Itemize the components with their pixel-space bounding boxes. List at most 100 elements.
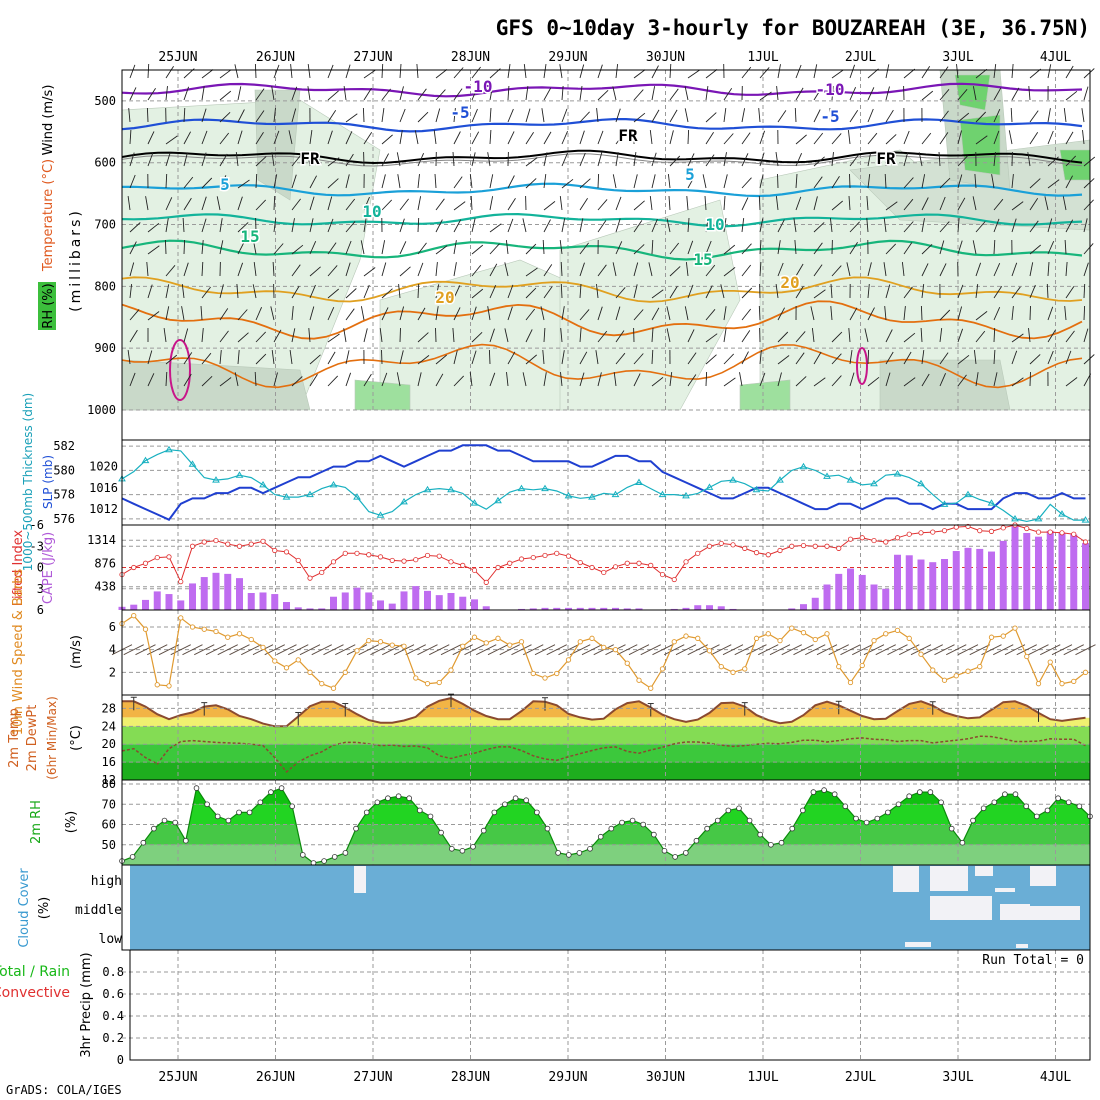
wind-barb xyxy=(849,307,858,321)
cape-bar xyxy=(541,607,549,610)
wind-barb xyxy=(435,219,443,233)
wind-barb xyxy=(271,86,275,101)
wind-barb xyxy=(543,372,547,387)
thickness-marker xyxy=(917,479,925,487)
wind-barb xyxy=(309,241,317,255)
wind-barb xyxy=(1011,286,1021,299)
wind-barb xyxy=(579,351,588,365)
wind-barb xyxy=(649,196,653,211)
wind-barb xyxy=(435,327,437,343)
wind-barb xyxy=(471,306,477,321)
wind-barb xyxy=(165,218,169,233)
wind-barb xyxy=(381,134,393,145)
temp-line xyxy=(122,697,1086,728)
wind-point xyxy=(1035,681,1042,687)
wind-barb xyxy=(885,134,897,145)
wind-barb xyxy=(829,218,833,233)
wind-barb xyxy=(758,305,761,321)
temp-ticks: 28 24 20 16 12 xyxy=(102,701,116,787)
rh-point xyxy=(236,809,242,816)
contour-label: FR xyxy=(300,149,320,168)
wind-barbs-upper xyxy=(127,63,1096,387)
wind-barb xyxy=(685,262,689,277)
wind-barb xyxy=(956,64,959,79)
top-date-label: 2JUL xyxy=(845,50,876,65)
wind-barb xyxy=(309,196,315,211)
wind-barb xyxy=(543,327,546,343)
cape-bar xyxy=(788,608,796,610)
wind-barb xyxy=(165,284,170,299)
wind-barb xyxy=(522,218,527,233)
wind-barb xyxy=(633,200,645,211)
upper-rh-label: RH (%) xyxy=(41,283,56,328)
wind-barb xyxy=(813,109,821,123)
wind-barb xyxy=(543,64,547,79)
wind-barb xyxy=(830,306,833,321)
wind-barb-10m xyxy=(1040,644,1061,656)
wind-barb xyxy=(633,152,637,167)
rh-point xyxy=(385,795,391,801)
wind-point xyxy=(659,666,666,672)
cloud-block xyxy=(1030,866,1056,886)
wind-point xyxy=(636,677,642,683)
wind-barb xyxy=(235,152,239,167)
thickness-marker xyxy=(1058,510,1066,517)
wind-barb xyxy=(434,173,437,189)
wind-barb xyxy=(1047,218,1053,233)
li-point xyxy=(354,550,360,556)
wind-barb xyxy=(165,371,168,387)
li-point xyxy=(307,575,313,581)
wind-point xyxy=(236,631,243,637)
wind-point xyxy=(1059,681,1065,687)
wind-barb xyxy=(345,372,352,387)
thickness-marker xyxy=(306,490,314,498)
li-point xyxy=(941,528,948,534)
wind-point xyxy=(1012,625,1018,631)
wind-barb xyxy=(669,285,678,299)
bottom-date-label: 2JUL xyxy=(845,1070,876,1085)
wind-barb xyxy=(813,264,823,277)
wind-barb xyxy=(633,309,644,321)
wind-barb xyxy=(145,196,149,211)
wind-barb xyxy=(453,67,464,79)
wind-barb xyxy=(795,64,802,79)
thickness-tick: 580 xyxy=(53,463,75,477)
wind-barb xyxy=(921,174,926,189)
cape-grid xyxy=(122,525,1090,610)
rh-band xyxy=(122,844,1090,865)
wind-barb xyxy=(939,221,950,233)
wind-barb xyxy=(939,309,951,321)
wind-barb xyxy=(561,218,566,233)
wind-barb xyxy=(327,64,334,79)
wind-barb xyxy=(1083,156,1096,167)
wind-barb xyxy=(705,333,718,343)
wind-barb xyxy=(849,173,851,189)
wind-barb xyxy=(975,284,979,299)
top-date-axis: 25JUN 26JUN 27JUN 28JUN 29JUN 30JUN 1JUL 2JUL 3J… xyxy=(158,50,1071,65)
wind-barb xyxy=(759,152,765,167)
temp-fill xyxy=(121,693,1090,773)
wind-point xyxy=(800,630,807,636)
wind-barb xyxy=(993,198,1004,211)
wind-barb xyxy=(255,353,267,365)
wind-barb xyxy=(957,217,960,233)
wind-barb xyxy=(579,86,583,101)
wind-barb xyxy=(1083,218,1088,233)
wind-point xyxy=(706,648,713,654)
wind-barb xyxy=(381,240,386,255)
wind-barb xyxy=(1029,178,1041,189)
wind-barb xyxy=(345,64,351,79)
wind-barb xyxy=(669,155,681,167)
wind-barb xyxy=(327,196,333,211)
wind-barb xyxy=(1011,63,1014,79)
wind-barb-10m xyxy=(934,644,955,656)
wind-point xyxy=(319,681,325,687)
thickness-line xyxy=(121,449,1086,523)
rh-point xyxy=(459,847,466,854)
li-point xyxy=(1035,529,1042,535)
wind-barb xyxy=(470,195,473,211)
cape-label: CAPE (J/kg) xyxy=(41,532,56,604)
wind-barb xyxy=(1047,179,1060,189)
li-point xyxy=(624,560,630,566)
wind-barb xyxy=(381,108,385,123)
